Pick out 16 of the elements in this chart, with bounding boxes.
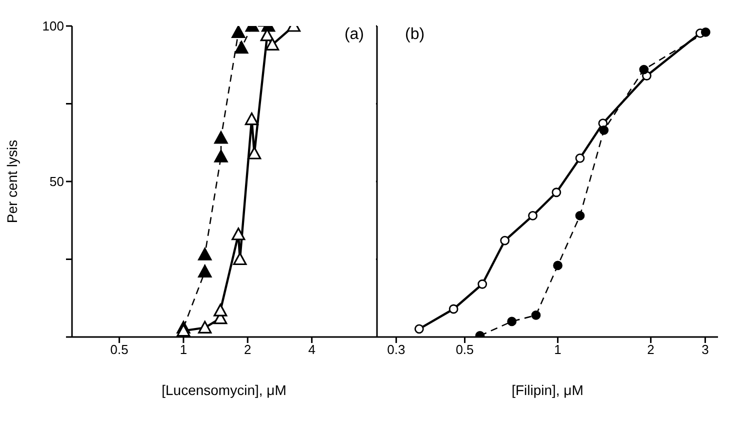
x-tick-label: 1 xyxy=(554,342,562,358)
x-tick-label: 2 xyxy=(647,342,654,358)
y-tick-label: 100 xyxy=(42,18,64,34)
x-tick-label: 3 xyxy=(702,342,709,358)
y-axis-title: Per cent lysis xyxy=(4,140,20,224)
chart-title: (b) xyxy=(405,26,425,44)
y-tick-label: 50 xyxy=(50,174,64,190)
x-tick-label: 0.3 xyxy=(387,342,406,358)
x-tick-label: 2 xyxy=(244,342,252,358)
x-tick-label: 4 xyxy=(308,342,316,358)
chart-title: (a) xyxy=(344,26,364,44)
x-axis-title: [Lucensomycin], μM xyxy=(162,382,286,398)
x-tick-label: 0.5 xyxy=(110,342,128,358)
x-axis-title: [Filipin], μM xyxy=(512,382,584,398)
x-tick-label: 1 xyxy=(180,342,188,358)
x-tick-label: 0.5 xyxy=(456,342,474,358)
